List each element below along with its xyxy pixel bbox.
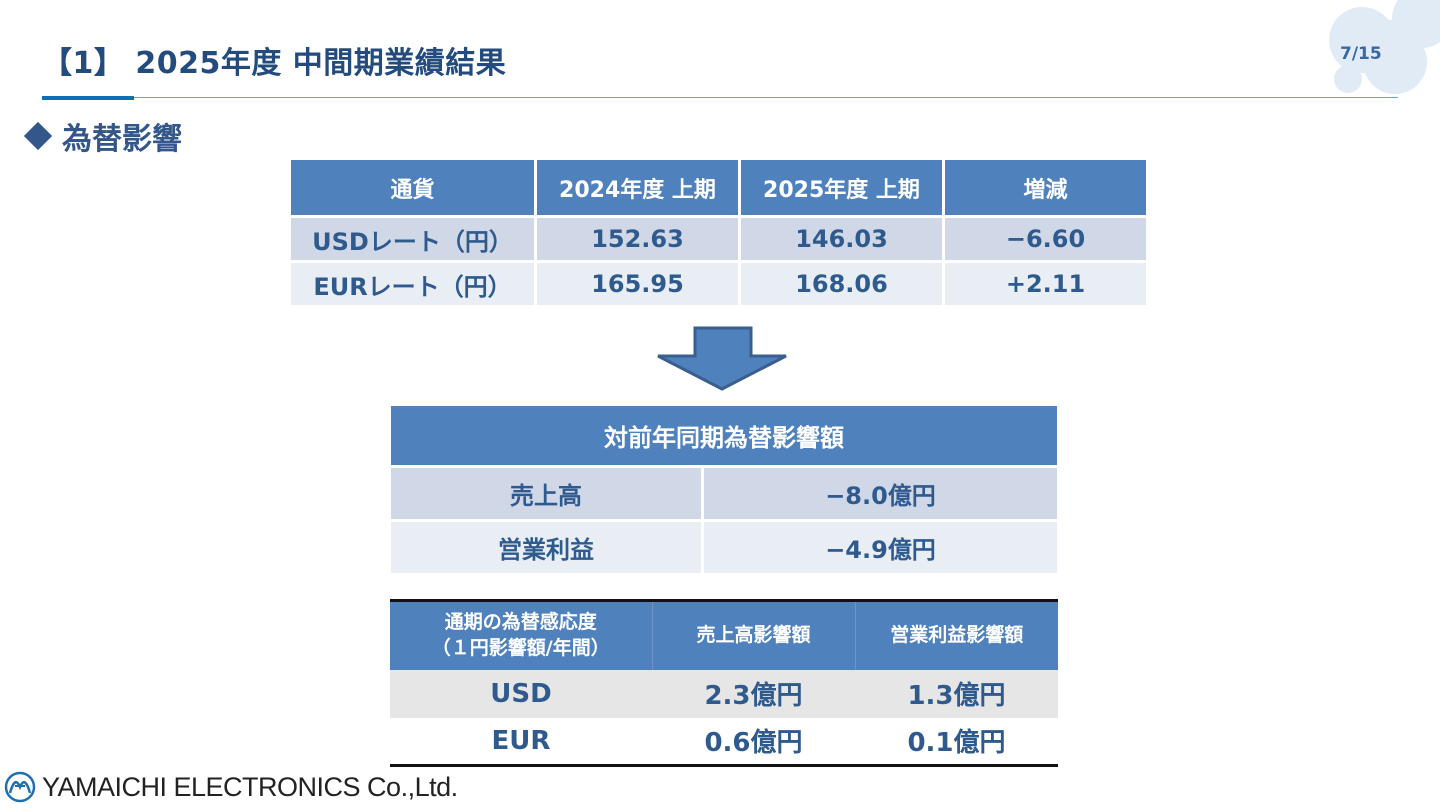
table-header-row: 通期の為替感応度 （１円影響額/年間） 売上高影響額 営業利益影響額: [390, 600, 1058, 670]
fx-sensitivity-table: 通期の為替感応度 （１円影響額/年間） 売上高影響額 営業利益影響額 USD 2…: [390, 599, 1058, 767]
cell: 168.06: [741, 263, 942, 305]
table-header-row: 通貨 2024年度 上期 2025年度 上期 増減: [291, 160, 1146, 215]
cell: 165.95: [537, 263, 738, 305]
company-logo: YAMAICHI ELECTRONICS Co.,Ltd.: [4, 771, 458, 803]
table-row: 売上高 −8.0億円: [391, 468, 1057, 519]
row-label: USDレート（円）: [291, 218, 534, 260]
cell: 152.63: [537, 218, 738, 260]
table-row: EURレート（円） 165.95 168.06 +2.11: [291, 263, 1146, 305]
header-sensitivity-line1: 通期の為替感応度: [444, 611, 597, 634]
cell: 1.3億円: [855, 669, 1058, 718]
section-heading: 為替影響: [23, 114, 182, 158]
header-fx-impact: 対前年同期為替影響額: [391, 406, 1057, 465]
table-row: USDレート（円） 152.63 146.03 −6.60: [291, 218, 1146, 260]
cell: 146.03: [741, 218, 942, 260]
page-number: 7/15: [1340, 44, 1382, 64]
page-title: 【1】 2025年度 中間期業績結果: [42, 46, 507, 81]
table-row: 営業利益 −4.9億円: [391, 522, 1057, 573]
header-change: 増減: [945, 160, 1146, 215]
header-currency: 通貨: [291, 160, 534, 215]
down-arrow-icon: [657, 326, 787, 391]
header-sales-impact: 売上高影響額: [652, 600, 856, 670]
diamond-bullet-icon: [23, 121, 53, 151]
header-op-income-impact: 営業利益影響額: [855, 600, 1058, 670]
row-label: USD: [390, 669, 652, 718]
table-row: EUR 0.6億円 0.1億円: [390, 717, 1058, 766]
header-sensitivity-line2: （１円影響額/年間）: [431, 636, 610, 659]
cell: 0.1億円: [855, 717, 1058, 766]
cell: −6.60: [945, 218, 1146, 260]
page-number-background: [1329, 0, 1440, 94]
table-header-row: 対前年同期為替影響額: [391, 406, 1057, 465]
cell: −8.0億円: [704, 468, 1057, 519]
row-label: 営業利益: [391, 522, 701, 573]
header-fy2025-h1: 2025年度 上期: [741, 160, 942, 215]
row-label: EUR: [390, 717, 652, 766]
header-fy2024-h1: 2024年度 上期: [537, 160, 738, 215]
title-divider-accent: [42, 96, 134, 100]
cell: −4.9億円: [704, 522, 1057, 573]
table-row: USD 2.3億円 1.3億円: [390, 669, 1058, 718]
row-label: EURレート（円）: [291, 263, 534, 305]
title-divider: [42, 97, 1398, 98]
header-sensitivity: 通期の為替感応度 （１円影響額/年間）: [390, 600, 653, 670]
section-title: 為替影響: [62, 122, 182, 157]
cell: 0.6億円: [652, 717, 855, 766]
cell: +2.11: [945, 263, 1146, 305]
company-name: YAMAICHI ELECTRONICS Co.,Ltd.: [42, 771, 458, 802]
row-label: 売上高: [391, 468, 701, 519]
fx-impact-table: 対前年同期為替影響額 売上高 −8.0億円 営業利益 −4.9億円: [388, 403, 1060, 576]
cell: 2.3億円: [652, 669, 855, 718]
yamaichi-logo-icon: [4, 771, 36, 803]
exchange-rates-table: 通貨 2024年度 上期 2025年度 上期 増減 USDレート（円） 152.…: [288, 157, 1149, 308]
